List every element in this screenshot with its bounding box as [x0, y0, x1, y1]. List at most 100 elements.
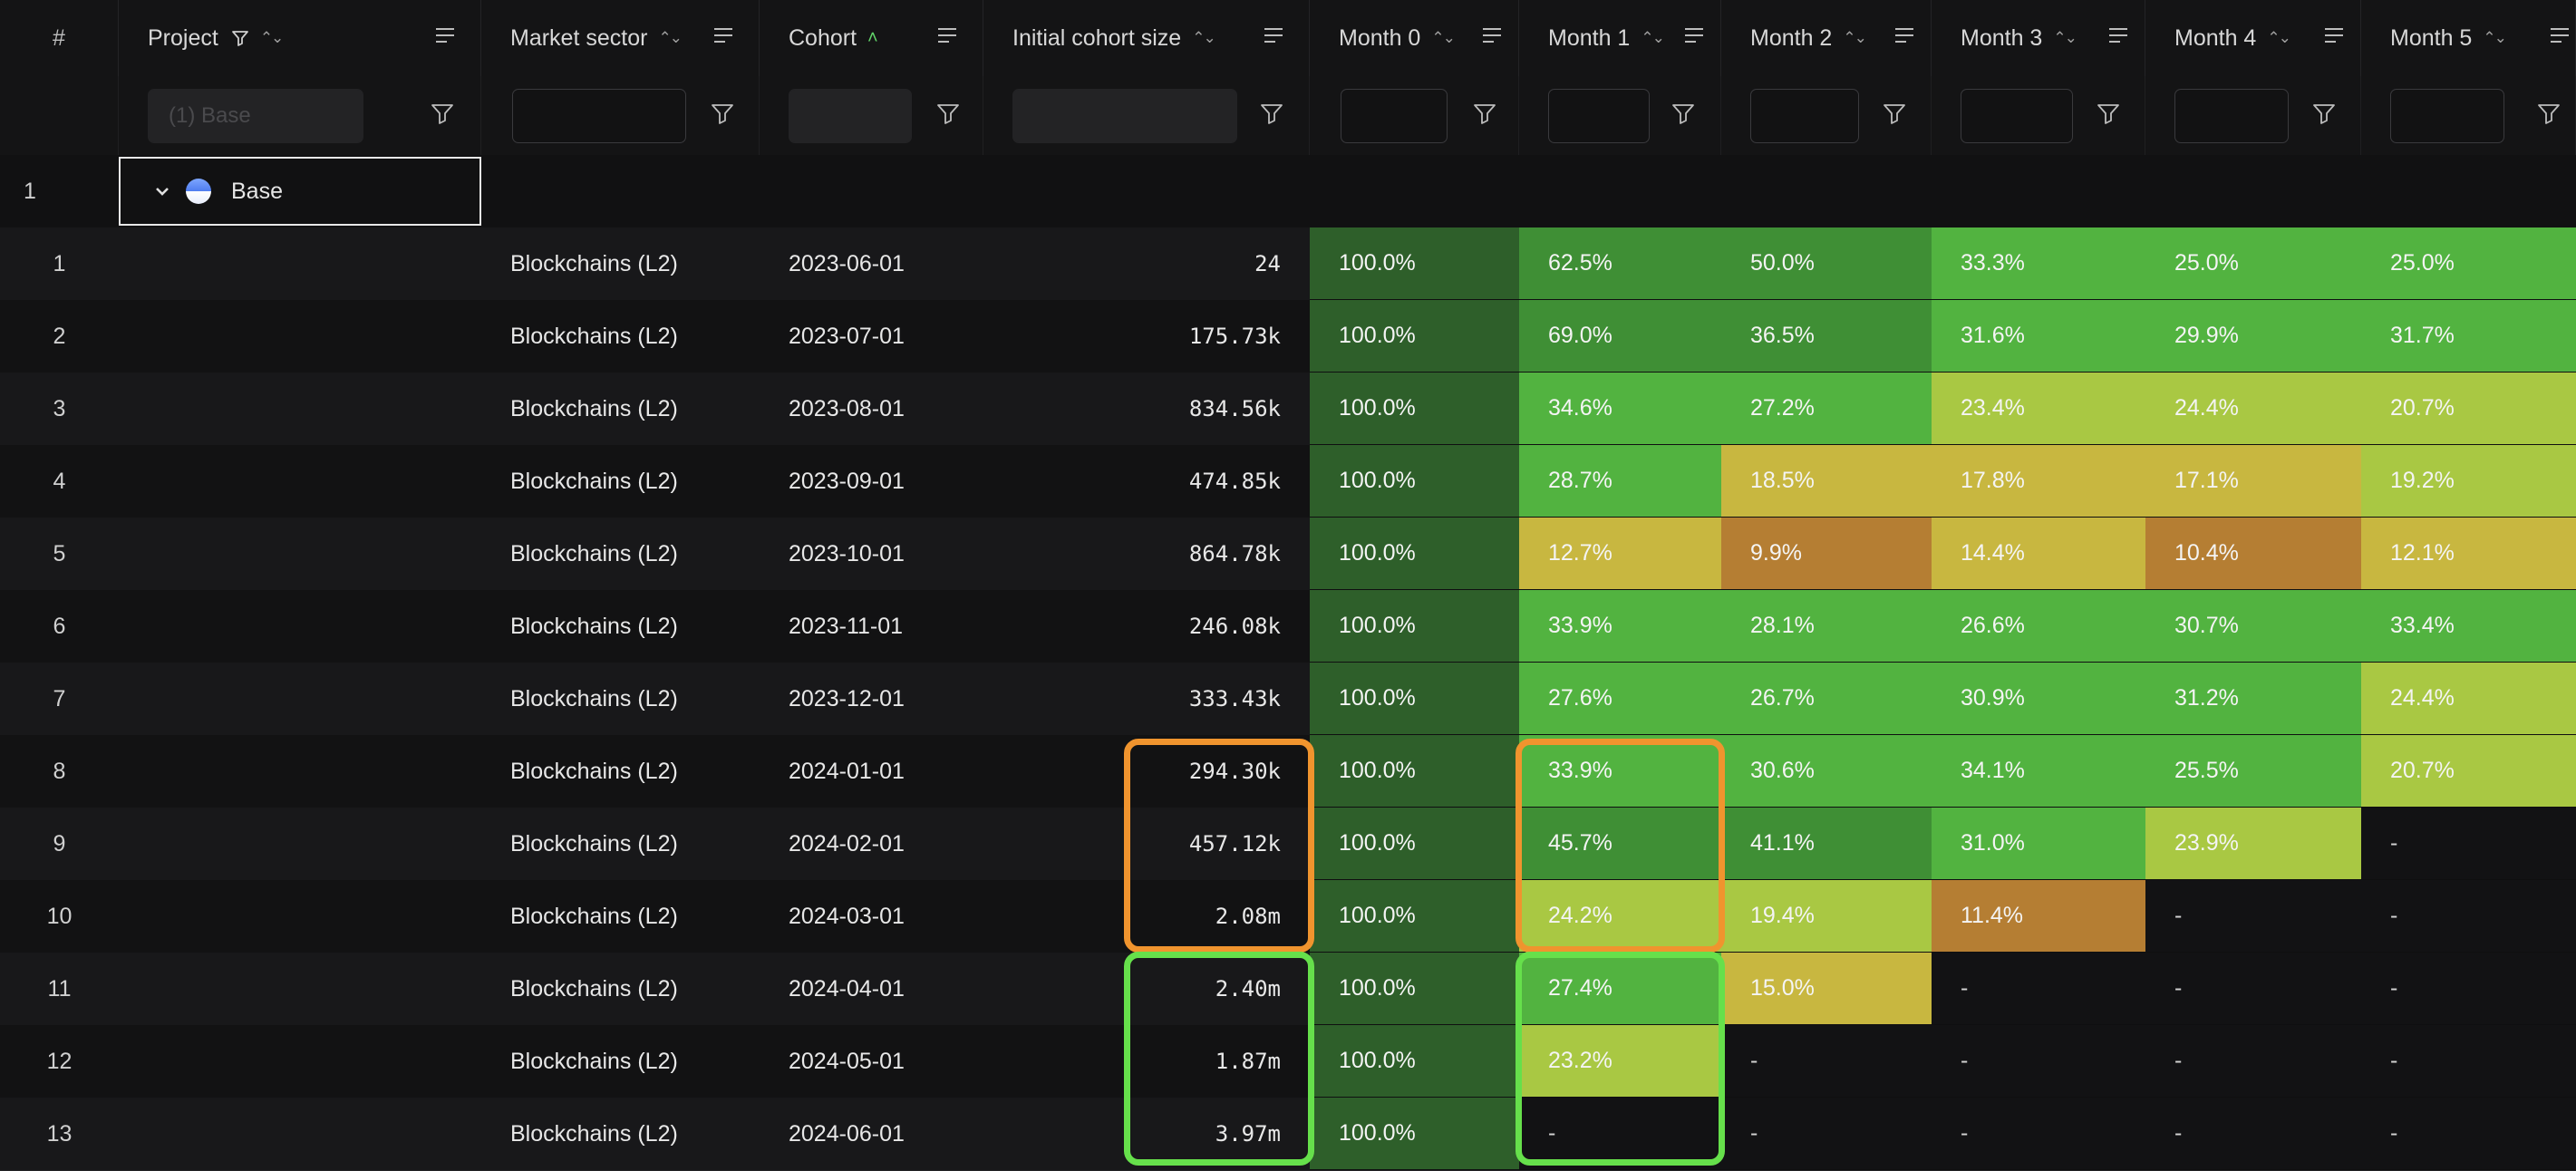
sort-icon[interactable]: ⌃⌄ — [2053, 29, 2077, 46]
cell-month-1: 27.4% — [1519, 953, 1721, 1025]
month-3-filter-input[interactable] — [1961, 89, 2073, 143]
month-4-filter-input[interactable] — [2174, 89, 2289, 143]
cell-month-0: 100.0% — [1310, 1025, 1519, 1098]
filter-icon[interactable] — [431, 103, 454, 125]
cell-month-2: 50.0% — [1721, 227, 1932, 300]
column-menu-icon[interactable] — [713, 26, 733, 44]
cell-value: - — [1961, 975, 1969, 1001]
sort-ascending-icon[interactable]: ˄ — [867, 27, 878, 48]
filter-active-icon[interactable] — [231, 29, 249, 47]
cell-month-2: 19.4% — [1721, 880, 1932, 953]
sort-icon[interactable]: ⌃⌄ — [1192, 29, 1215, 46]
header-month-0[interactable]: Month 0 ⌃⌄ — [1310, 0, 1519, 76]
filter-icon[interactable] — [711, 103, 734, 125]
cell-value: 2024-06-01 — [789, 1120, 905, 1147]
column-menu-icon[interactable] — [2324, 26, 2344, 44]
month-2-filter-input[interactable] — [1750, 89, 1859, 143]
cell-sector: Blockchains (L2) — [481, 808, 760, 880]
cell-month-4: - — [2145, 1098, 2361, 1170]
filter-icon[interactable] — [2312, 103, 2336, 125]
sort-icon[interactable]: ⌃⌄ — [1843, 29, 1866, 46]
cell-value: 1 — [53, 250, 66, 276]
column-menu-icon[interactable] — [1684, 26, 1704, 44]
cell-month-0: 100.0% — [1310, 518, 1519, 590]
sort-icon[interactable]: ⌃⌄ — [1431, 29, 1455, 46]
filter-icon[interactable] — [1473, 103, 1496, 125]
cell-month-5: 33.4% — [2361, 590, 2576, 663]
header-month-1[interactable]: Month 1 ⌃⌄ — [1519, 0, 1721, 76]
filter-icon[interactable] — [2537, 103, 2561, 125]
group-toggle-base[interactable]: Base — [119, 157, 481, 226]
filter-icon[interactable] — [936, 103, 960, 125]
cell-idx: 4 — [0, 445, 119, 518]
header-month-2[interactable]: Month 2 ⌃⌄ — [1721, 0, 1932, 76]
header-market-sector[interactable]: Market sector ⌃⌄ — [481, 0, 760, 76]
column-menu-icon[interactable] — [1894, 26, 1914, 44]
cell-value: 2 — [53, 323, 66, 349]
chevron-down-icon[interactable] — [155, 182, 169, 201]
month-5-filter-input[interactable] — [2390, 89, 2504, 143]
month-1-filter-input[interactable] — [1548, 89, 1650, 143]
filter-icon[interactable] — [1883, 103, 1906, 125]
cell-value: 474.85k — [1188, 469, 1281, 494]
cell-month-5: - — [2361, 880, 2576, 953]
sort-icon[interactable]: ⌃⌄ — [1641, 29, 1664, 46]
header-project[interactable]: Project ⌃⌄ — [119, 0, 481, 76]
group-name: Base — [231, 178, 283, 204]
column-menu-icon[interactable] — [937, 26, 957, 44]
cell-month-4: 17.1% — [2145, 445, 2361, 518]
cell-value: - — [2174, 1048, 2183, 1073]
header-cohort[interactable]: Cohort ˄ — [760, 0, 983, 76]
sort-icon[interactable]: ⌃⌄ — [259, 29, 284, 46]
cell-value: 34.6% — [1548, 395, 1612, 421]
column-menu-icon[interactable] — [435, 26, 455, 44]
cell-value: 20.7% — [2390, 758, 2455, 783]
sort-icon[interactable]: ⌃⌄ — [2483, 29, 2506, 46]
cell-project — [119, 518, 481, 590]
cell-cohort: 2023-11-01 — [760, 590, 983, 663]
cell-value: 2023-09-01 — [789, 468, 905, 494]
cell-month-5: - — [2361, 953, 2576, 1025]
cell-month-3: 26.6% — [1932, 590, 2145, 663]
cell-value: 24 — [1254, 251, 1281, 276]
cell-month-2: 26.7% — [1721, 663, 1932, 735]
column-menu-icon[interactable] — [1264, 26, 1283, 44]
month-0-filter-input[interactable] — [1341, 89, 1448, 143]
cell-value: - — [2390, 830, 2398, 856]
cell-month-0: 100.0% — [1310, 373, 1519, 445]
cell-month-5: - — [2361, 1025, 2576, 1098]
size-filter-input[interactable] — [1012, 89, 1237, 143]
filter-icon[interactable] — [1260, 103, 1283, 125]
column-menu-icon[interactable] — [2108, 26, 2128, 44]
header-initial-cohort-size[interactable]: Initial cohort size ⌃⌄ — [983, 0, 1310, 76]
cell-idx: 10 — [0, 880, 119, 953]
cell-month-0: 100.0% — [1310, 880, 1519, 953]
filter-market-sector-cell — [481, 76, 760, 155]
cell-project — [119, 880, 481, 953]
header-month-4[interactable]: Month 4 ⌃⌄ — [2145, 0, 2361, 76]
cell-value: 25.0% — [2174, 250, 2239, 276]
cell-sector: Blockchains (L2) — [481, 227, 760, 300]
filter-icon[interactable] — [2097, 103, 2120, 125]
cell-size: 333.43k — [983, 663, 1310, 735]
project-filter-input[interactable]: (1) Base — [148, 89, 363, 143]
cell-month-3: 34.1% — [1932, 735, 2145, 808]
sort-icon[interactable]: ⌃⌄ — [658, 29, 682, 46]
cell-value: - — [2174, 1120, 2183, 1146]
cell-sector: Blockchains (L2) — [481, 953, 760, 1025]
cell-value: 457.12k — [1188, 831, 1281, 856]
sort-icon[interactable]: ⌃⌄ — [2267, 29, 2290, 46]
header-month-5[interactable]: Month 5 ⌃⌄ — [2361, 0, 2576, 76]
cohort-filter-input[interactable] — [789, 89, 912, 143]
column-menu-icon[interactable] — [2550, 26, 2570, 44]
cell-value: 13 — [46, 1120, 73, 1147]
cell-value: 2023-07-01 — [789, 323, 905, 349]
filter-icon[interactable] — [1671, 103, 1695, 125]
market-sector-filter-input[interactable] — [512, 89, 686, 143]
column-menu-icon[interactable] — [1482, 26, 1502, 44]
cell-month-4: 31.2% — [2145, 663, 2361, 735]
header-month-3[interactable]: Month 3 ⌃⌄ — [1932, 0, 2145, 76]
cell-size: 175.73k — [983, 300, 1310, 373]
cell-month-2: 27.2% — [1721, 373, 1932, 445]
